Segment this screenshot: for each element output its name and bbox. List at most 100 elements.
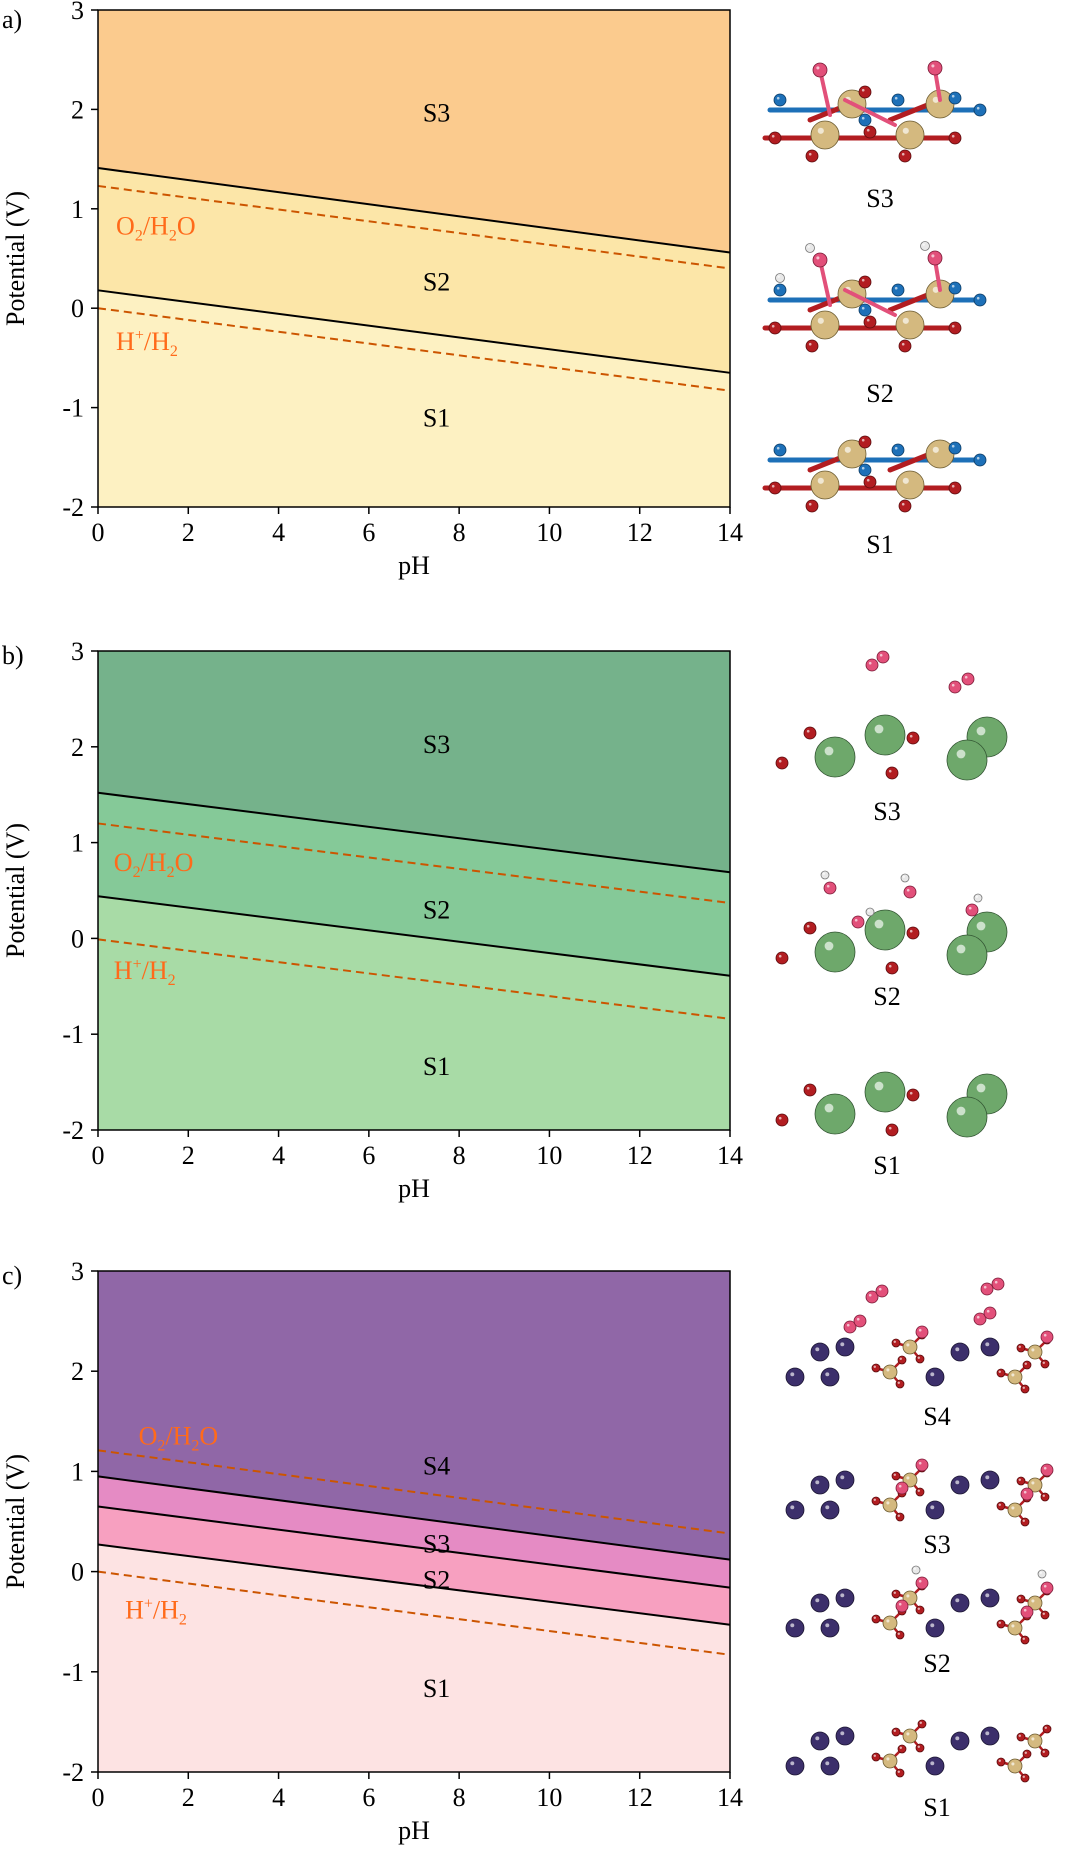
oxygen-atom [871, 1496, 881, 1506]
adsorbate-oxygen [915, 1458, 929, 1472]
oxygen-atom-highlight [893, 1340, 896, 1344]
oxygen-atom-body [891, 1471, 901, 1481]
oxygen-atom-highlight [998, 1370, 1001, 1374]
metal-atom [980, 1588, 1000, 1608]
metal-atom-highlight [930, 1372, 935, 1377]
oxygen-atom-body [775, 756, 789, 770]
oxygen-atom-highlight [893, 1473, 896, 1477]
nitrogen-atom-body [773, 283, 787, 297]
x-tick-label: 2 [182, 518, 195, 547]
adsorbate-oxygen-body [991, 1277, 1005, 1291]
metal-atom-highlight [930, 1761, 935, 1766]
oxygen-atom-body [895, 1379, 905, 1389]
oxygen-atom [915, 1743, 925, 1753]
adsorbate-oxygen-body [927, 250, 943, 266]
structure-b-s1 [775, 1071, 1008, 1138]
metal-atom [864, 909, 906, 951]
adsorbate-oxygen-body [1040, 1581, 1054, 1595]
oxygen-atom-body [948, 321, 962, 335]
label-part: 2 [133, 864, 141, 881]
oxygen-atom [768, 481, 782, 495]
oxygen-atom-highlight [873, 1754, 876, 1758]
boundary-line-s3-s4 [97, 1475, 731, 1561]
hydrogen-atom-body [973, 893, 983, 903]
oxygen-atom-highlight [771, 134, 775, 138]
oxygen-atom [863, 125, 877, 139]
x-tick-label: 2 [182, 1141, 195, 1170]
oxygen-atom [895, 1768, 905, 1778]
oxygen-atom-body [895, 1768, 905, 1778]
adsorbate-oxygen-highlight [1043, 1333, 1047, 1337]
structure-c-s3 [785, 1458, 1054, 1527]
nitrogen-atom-highlight [976, 296, 980, 300]
nitrogen-atom [973, 453, 987, 467]
metal-atom-body [925, 1618, 945, 1638]
phosphorus-atom-highlight [886, 1368, 890, 1372]
nitrogen-atom [891, 283, 905, 297]
adsorbate-oxygen-highlight [898, 1484, 902, 1488]
oxygen-atom-highlight [897, 1632, 900, 1636]
metal-atom [820, 1618, 840, 1638]
oxygen-atom-body [917, 1719, 927, 1729]
nitrogen-atom [891, 443, 905, 457]
hydrogen-atom-body [775, 273, 785, 283]
metal-atom-highlight [955, 1347, 960, 1352]
oxygen-atom [996, 1619, 1006, 1629]
metal-atom-highlight [840, 1593, 845, 1598]
adsorbate-oxygen-body [843, 1320, 857, 1334]
oxygen-atom [1040, 1748, 1050, 1758]
adsorbate-oxygen [948, 680, 962, 694]
adsorbate-oxygen [865, 1290, 879, 1304]
region-label-s1: S1 [423, 1674, 450, 1703]
phosphorus-atom-highlight [1011, 1624, 1015, 1628]
metal-atom-highlight [790, 1761, 795, 1766]
metal-atom [946, 739, 988, 781]
adsorbate-oxygen [973, 1312, 987, 1326]
adsorbate-oxygen-body [973, 1312, 987, 1326]
nitrogen-atom [773, 283, 787, 297]
oxygen-atom [1016, 1343, 1026, 1353]
adsorbate-oxygen [895, 1599, 909, 1613]
region-s3 [98, 651, 730, 873]
hydrogen-atom-highlight [902, 875, 905, 878]
oxygen-atom-body [948, 481, 962, 495]
structure-label-s2: S2 [873, 982, 900, 1011]
metal-atom-highlight [817, 317, 824, 324]
oxygen-atom-highlight [1042, 1494, 1046, 1498]
metal-atom-highlight [844, 446, 851, 453]
oxygen-atom-body [1020, 1384, 1030, 1394]
oxygen-atom-highlight [861, 88, 865, 92]
adsorbate-oxygen [961, 672, 975, 686]
oxygen-atom-highlight [873, 1498, 876, 1502]
oxygen-atom-body [863, 315, 877, 329]
oxygen-atom-highlight [909, 734, 913, 738]
region-label-s3: S3 [423, 730, 450, 759]
nitrogen-atom-highlight [976, 106, 980, 110]
adsorbate-oxygen-body [1020, 1605, 1034, 1619]
metal-atom [810, 470, 840, 500]
adsorbate-oxygen-body [895, 1481, 909, 1495]
metal-atom-highlight [790, 1505, 795, 1510]
label-part: /H [165, 1421, 191, 1450]
phosphorus-atom-body [1007, 1369, 1023, 1385]
structure-c-s2 [785, 1565, 1054, 1645]
oxygen-atom-body [858, 435, 872, 449]
metal-atom [946, 1096, 988, 1138]
label-part: 2 [179, 1612, 187, 1629]
metal-atom-highlight [840, 1342, 845, 1347]
nitrogen-atom-highlight [861, 466, 865, 470]
phosphorus-atom-highlight [906, 1343, 910, 1347]
hydrogen-atom-body [920, 241, 930, 251]
nitrogen-atom-body [891, 443, 905, 457]
region-label-s4: S4 [423, 1451, 450, 1480]
oxygen-atom-body [803, 726, 817, 740]
oxygen-atom [803, 921, 817, 935]
label-part: O [175, 848, 194, 877]
metal-atom-highlight [956, 749, 966, 759]
oxygen-atom-body [948, 131, 962, 145]
oxygen-atom [891, 1727, 901, 1737]
oxygen-atom [1022, 1749, 1032, 1759]
oxygen-atom-highlight [873, 1365, 876, 1369]
x-tick-label: 4 [272, 518, 285, 547]
oxygen-atom-body [1040, 1748, 1050, 1758]
